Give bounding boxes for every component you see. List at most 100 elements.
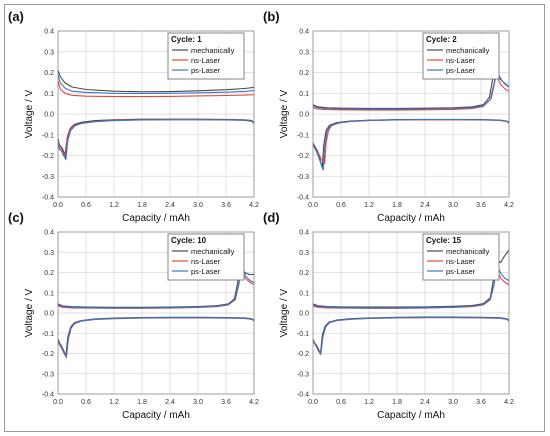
y-tick-label: -0.1	[42, 132, 54, 139]
chart-title: Cycle: 15	[426, 236, 462, 245]
series-line-ps-laser	[313, 316, 509, 355]
panel-label: (c)	[8, 210, 24, 225]
y-tick-label: 0.0	[299, 112, 309, 119]
y-axis-title: Voltage / V	[279, 89, 290, 138]
chart-panel: (c) -0.4 -0.3 -0.2 -0.1 0.0 0.1 0.2 0.3 0.4 0.0 0.6…	[8, 210, 259, 421]
y-tick-label: 0.4	[299, 230, 309, 237]
y-tick-label: 0.1	[299, 290, 309, 297]
y-tick-label: 0.3	[44, 250, 54, 257]
x-tick-label: 1.8	[137, 202, 147, 209]
x-tick-label: 0.6	[81, 399, 91, 406]
legend-box	[422, 32, 500, 80]
y-tick-label: 0.2	[299, 70, 309, 77]
panel-label: (d)	[263, 210, 280, 225]
x-tick-label: 0.0	[308, 202, 318, 209]
series-line-ps-laser	[58, 119, 254, 161]
series-group	[313, 63, 509, 171]
y-tick-label: -0.3	[297, 174, 309, 181]
y-tick-label: 0.4	[299, 29, 309, 36]
series-line-mechanically	[313, 118, 509, 169]
chart-title: Cycle: 2	[426, 35, 457, 44]
series-line-ns-laser	[58, 317, 254, 359]
y-tick-label: -0.2	[297, 153, 309, 160]
plot-area	[57, 30, 255, 198]
legend-entry: ps-Laser	[446, 267, 476, 276]
legend-box	[167, 233, 245, 281]
x-tick-label: 0.6	[336, 202, 346, 209]
y-tick-label: -0.1	[297, 331, 309, 338]
legend-entry: ns-Laser	[446, 56, 476, 65]
chart-panel: (b) -0.4 -0.3 -0.2 -0.1 0.0 0.1 0.2 0.3 0.4 0.0 0.6…	[263, 9, 514, 224]
figure-frame	[4, 4, 545, 432]
panel-label: (b)	[263, 9, 280, 24]
x-tick-label: 0.6	[81, 202, 91, 209]
panel-label: (a)	[8, 9, 24, 24]
y-tick-label: -0.3	[42, 174, 54, 181]
series-line-ns-laser	[58, 119, 254, 159]
x-tick-label: 3.0	[448, 399, 458, 406]
x-tick-label: 1.8	[392, 202, 402, 209]
legend-entry: mechanically	[191, 46, 235, 55]
legend-box	[422, 233, 500, 281]
series-line-mechanically	[58, 316, 254, 357]
y-tick-label: -0.2	[42, 153, 54, 160]
y-tick-label: -0.3	[42, 371, 54, 378]
legend-entry: ps-Laser	[191, 66, 221, 75]
y-axis-title: Voltage / V	[279, 288, 290, 337]
y-tick-label: 0.1	[44, 290, 54, 297]
chart-panel: (a) -0.4 -0.3 -0.2 -0.1 0.0 0.1 0.2 0.3 0.4 0.0 0.6…	[8, 9, 259, 224]
y-axis-title: Voltage / V	[24, 89, 35, 138]
y-tick-label: 0.0	[44, 112, 54, 119]
x-tick-label: 1.8	[392, 399, 402, 406]
x-tick-label: 4.2	[249, 202, 259, 209]
plot-area	[312, 231, 510, 395]
y-tick-label: -0.4	[297, 392, 309, 399]
y-tick-label: 0.3	[299, 49, 309, 56]
legend-entry: ns-Laser	[446, 257, 476, 266]
y-tick-label: -0.4	[42, 195, 54, 202]
y-tick-label: -0.2	[297, 351, 309, 358]
x-tick-label: 1.2	[364, 202, 374, 209]
x-tick-label: 3.6	[476, 202, 486, 209]
y-tick-label: -0.1	[297, 132, 309, 139]
x-tick-label: 4.2	[504, 202, 514, 209]
y-tick-label: 0.1	[44, 91, 54, 98]
x-axis-title: Capacity / mAh	[377, 410, 445, 421]
legend-entry: mechanically	[191, 247, 235, 256]
y-tick-label: 0.1	[299, 91, 309, 98]
x-tick-label: 3.0	[448, 202, 458, 209]
x-tick-label: 1.2	[109, 399, 119, 406]
y-tick-label: 0.4	[44, 29, 54, 36]
chart-title: Cycle: 10	[171, 236, 207, 245]
plot-area	[312, 30, 510, 198]
y-tick-label: -0.2	[42, 351, 54, 358]
x-tick-label: 1.8	[137, 399, 147, 406]
y-tick-label: 0.2	[44, 270, 54, 277]
x-tick-label: 4.2	[504, 399, 514, 406]
y-tick-label: 0.4	[44, 230, 54, 237]
x-tick-label: 4.2	[249, 399, 259, 406]
x-axis-title: Capacity / mAh	[122, 213, 190, 224]
x-tick-label: 0.0	[53, 202, 63, 209]
y-tick-label: 0.0	[299, 311, 309, 318]
y-tick-label: -0.4	[297, 195, 309, 202]
series-line-ns-laser	[58, 80, 254, 98]
legend-entry: mechanically	[446, 46, 490, 55]
legend-box	[167, 32, 245, 80]
x-tick-label: 0.0	[308, 399, 318, 406]
y-tick-label: -0.3	[297, 371, 309, 378]
legend-entry: ns-Laser	[191, 56, 221, 65]
x-tick-label: 0.6	[336, 399, 346, 406]
y-tick-label: -0.4	[42, 392, 54, 399]
chart-panel: (d) -0.4 -0.3 -0.2 -0.1 0.0 0.1 0.2 0.3 0.4 0.0 0.6…	[263, 210, 514, 421]
legend-entry: ps-Laser	[446, 66, 476, 75]
y-tick-label: 0.3	[299, 250, 309, 257]
y-tick-label: 0.0	[44, 311, 54, 318]
legend-entry: ns-Laser	[191, 257, 221, 266]
series-line-ps-laser	[313, 67, 509, 110]
chart-title: Cycle: 1	[171, 35, 202, 44]
y-axis-title: Voltage / V	[24, 288, 35, 337]
legend-entry: ps-Laser	[191, 267, 221, 276]
legend-entry: mechanically	[446, 247, 490, 256]
